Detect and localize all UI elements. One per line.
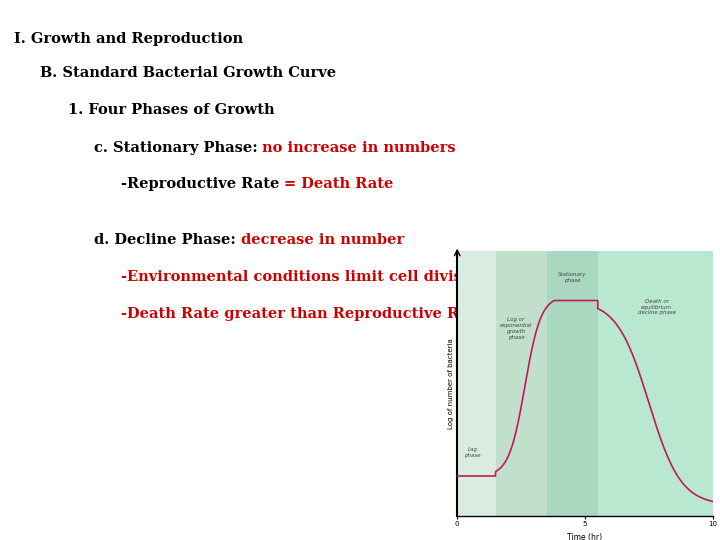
Text: Log or
exponential
growth
phase: Log or exponential growth phase xyxy=(500,317,532,340)
Text: no increase in numbers: no increase in numbers xyxy=(263,141,456,156)
Y-axis label: Log of number of bacteria: Log of number of bacteria xyxy=(449,338,454,429)
Text: -Reproductive Rate: -Reproductive Rate xyxy=(121,177,284,191)
Text: c. Stationary Phase:: c. Stationary Phase: xyxy=(94,141,263,156)
Text: d. Decline Phase:: d. Decline Phase: xyxy=(94,233,240,247)
Text: = Death Rate: = Death Rate xyxy=(284,177,394,191)
Text: decrease in number: decrease in number xyxy=(240,233,404,247)
Bar xyxy=(598,251,713,516)
Bar xyxy=(457,251,495,516)
Text: -Environmental conditions limit cell division: -Environmental conditions limit cell div… xyxy=(121,270,488,284)
Text: B. Standard Bacterial Growth Curve: B. Standard Bacterial Growth Curve xyxy=(40,66,336,80)
X-axis label: Time (hr): Time (hr) xyxy=(567,533,603,540)
Text: Lag
phase: Lag phase xyxy=(464,447,481,458)
Text: 1. Four Phases of Growth: 1. Four Phases of Growth xyxy=(68,103,275,117)
Text: I. Growth and Reproduction: I. Growth and Reproduction xyxy=(14,32,243,46)
Text: Stationary
phase: Stationary phase xyxy=(558,272,586,283)
Text: -Death Rate greater than Reproductive Rate: -Death Rate greater than Reproductive Ra… xyxy=(121,307,485,321)
Text: Death or
equilibrium
decline phase: Death or equilibrium decline phase xyxy=(637,299,675,315)
Bar xyxy=(495,251,546,516)
Bar xyxy=(546,251,598,516)
